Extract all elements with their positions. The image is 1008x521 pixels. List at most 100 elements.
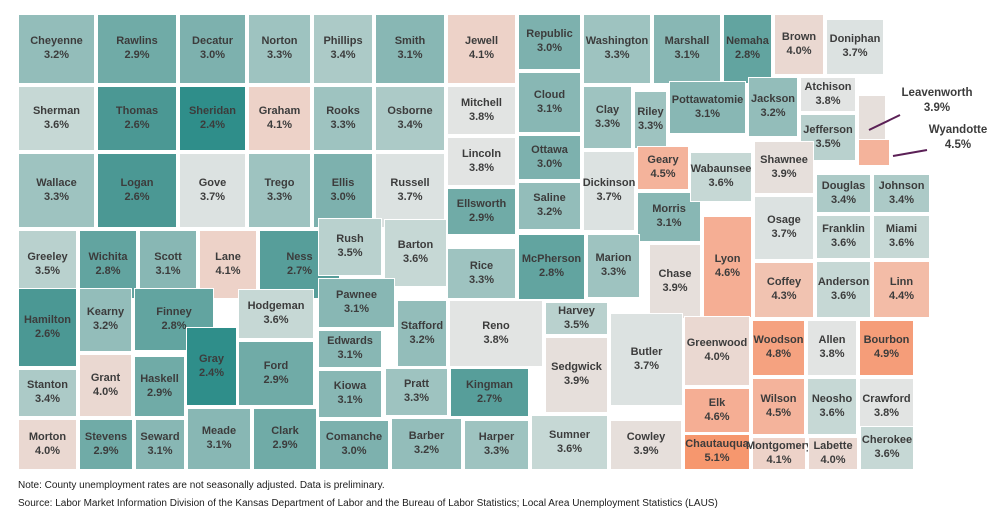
county-value-label: 2.9%	[263, 373, 289, 386]
county-value-label: 3.2%	[409, 333, 435, 346]
county-brown: Brown 4.0%	[774, 14, 824, 75]
county-name-label: Wilson	[760, 392, 797, 405]
county-sheridan: Sheridan 2.4%	[179, 86, 246, 151]
county-value-label: 3.6%	[819, 406, 845, 419]
county-value-label: 3.3%	[594, 117, 621, 130]
county-value-label: 3.6%	[888, 237, 915, 249]
county-name-label: Haskell	[140, 372, 179, 385]
county-value-label: 3.0%	[330, 190, 356, 203]
county-name-label: Harper	[478, 431, 515, 444]
county-value-label: 4.3%	[771, 290, 797, 302]
county-name-label: Marion	[595, 252, 632, 265]
county-name-label: Lincoln	[461, 147, 502, 160]
county-value-label: 3.1%	[337, 349, 363, 361]
county-neosho: Neosho 3.6%	[807, 378, 857, 435]
county-value-label: 3.1%	[155, 264, 181, 277]
county-name-label: Osborne	[387, 104, 433, 117]
county-name-label: Sherman	[32, 104, 81, 117]
county-value-label: 3.6%	[556, 442, 583, 455]
county-name-label: Greenwood	[686, 337, 748, 350]
county-osborne: Osborne 3.4%	[375, 86, 445, 151]
county-riley: Riley 3.3%	[634, 91, 667, 149]
county-rawlins: Rawlins 2.9%	[97, 14, 177, 84]
county-washington: Washington 3.3%	[583, 14, 651, 84]
county-value-label: 3.1%	[694, 107, 721, 120]
county-name-label: Republic	[526, 28, 573, 41]
county-ottawa: Ottawa 3.0%	[518, 135, 581, 180]
county-name-label: Wabaunsee	[690, 163, 752, 176]
county-name-label: Ford	[263, 359, 289, 372]
county-name-label: Gove	[198, 176, 227, 189]
county-value-label: 3.3%	[600, 266, 627, 278]
county-name-label: Clay	[595, 103, 620, 116]
county-name-label: Barton	[397, 239, 434, 252]
county-name-label: Pratt	[403, 378, 430, 391]
county-comanche: Comanche 3.0%	[319, 420, 389, 470]
county-name-label: Washington	[585, 35, 649, 48]
county-value-label: 3.3%	[483, 445, 510, 457]
county-name-label: Riley	[637, 106, 664, 119]
county-mitchell: Mitchell 3.8%	[447, 86, 516, 135]
county-marshall: Marshall 3.1%	[653, 14, 721, 84]
county-name-label: Hamilton	[23, 313, 72, 326]
county-value-label: 4.5%	[765, 406, 792, 419]
county-value-label: 4.4%	[888, 289, 915, 302]
county-name-label: Comanche	[325, 431, 383, 444]
county-value-label: 3.3%	[43, 190, 70, 203]
county-pawnee: Pawnee 3.1%	[318, 278, 395, 328]
county-name-label: Logan	[120, 176, 154, 189]
county-coffey: Coffey 4.3%	[754, 262, 814, 318]
footer-source-line: Source: Labor Market Information Divisio…	[18, 497, 718, 509]
county-value-label: 3.2%	[536, 206, 563, 218]
county-name-label: Pawnee	[336, 289, 377, 302]
county-name-label: Butler	[630, 345, 663, 358]
county-wichita: Wichita 2.8%	[79, 230, 137, 299]
county-graham: Graham 4.1%	[248, 86, 311, 151]
county-geary: Geary 4.5%	[637, 146, 689, 190]
county-stanton: Stanton 3.4%	[18, 369, 77, 417]
county-rooks: Rooks 3.3%	[313, 86, 373, 151]
county-name-label: Ness	[286, 250, 313, 263]
county-value-label: 3.3%	[637, 120, 664, 132]
county-seward: Seward 3.1%	[135, 419, 185, 470]
county-value-label: 3.9%	[633, 445, 659, 457]
county-meade: Meade 3.1%	[187, 408, 251, 470]
county-name-label: Morris	[652, 203, 686, 216]
county-value-label: 2.6%	[124, 190, 150, 203]
county-name-label: Crawford	[862, 392, 911, 405]
county-ford: Ford 2.9%	[238, 341, 314, 406]
county-value-label: 2.8%	[734, 49, 761, 61]
county-republic: Republic 3.0%	[518, 14, 581, 70]
county-sumner: Sumner 3.6%	[531, 415, 608, 470]
county-elk: Elk 4.6%	[684, 388, 750, 433]
county-value-label: 3.1%	[397, 49, 423, 61]
county-name-label: Harvey	[558, 304, 595, 317]
county-value-label: 3.4%	[330, 49, 356, 61]
county-hamilton: Hamilton 2.6%	[18, 288, 77, 367]
county-value-label: 3.3%	[266, 49, 293, 61]
county-value-label: 2.4%	[199, 118, 226, 131]
footer-notes: Note: County unemployment rates are not …	[18, 477, 998, 512]
county-name-label: Jefferson	[803, 123, 853, 136]
county-value-label: 3.5%	[563, 318, 590, 331]
county-name-label: Jewell	[464, 35, 499, 48]
county-hodgeman: Hodgeman 3.6%	[238, 289, 314, 339]
kansas-county-map: Cheyenne 3.2% Rawlins 2.9% Decatur 3.0% Norton…	[18, 14, 930, 470]
county-name-label: Woodson	[753, 334, 804, 347]
county-name-label: Osage	[767, 214, 801, 227]
county-mcpherson: McPherson 2.8%	[518, 234, 585, 300]
county-jewell: Jewell 4.1%	[447, 14, 516, 84]
county-kiowa: Kiowa 3.1%	[318, 370, 382, 418]
county-value-label: 3.7%	[199, 190, 226, 203]
county-name-label: Neosho	[811, 392, 853, 405]
county-name-label: Wichita	[88, 250, 128, 263]
county-value-label: 3.9%	[662, 281, 688, 294]
county-wallace: Wallace 3.3%	[18, 153, 95, 228]
county-decatur: Decatur 3.0%	[179, 14, 246, 84]
county-value-label: 3.7%	[633, 359, 660, 372]
county-name-label: Bourbon	[863, 334, 910, 347]
county-value-label: 3.1%	[337, 394, 363, 406]
county-smith: Smith 3.1%	[375, 14, 445, 84]
county-value-label: 4.5%	[650, 168, 676, 180]
county-lincoln: Lincoln 3.8%	[447, 137, 516, 186]
